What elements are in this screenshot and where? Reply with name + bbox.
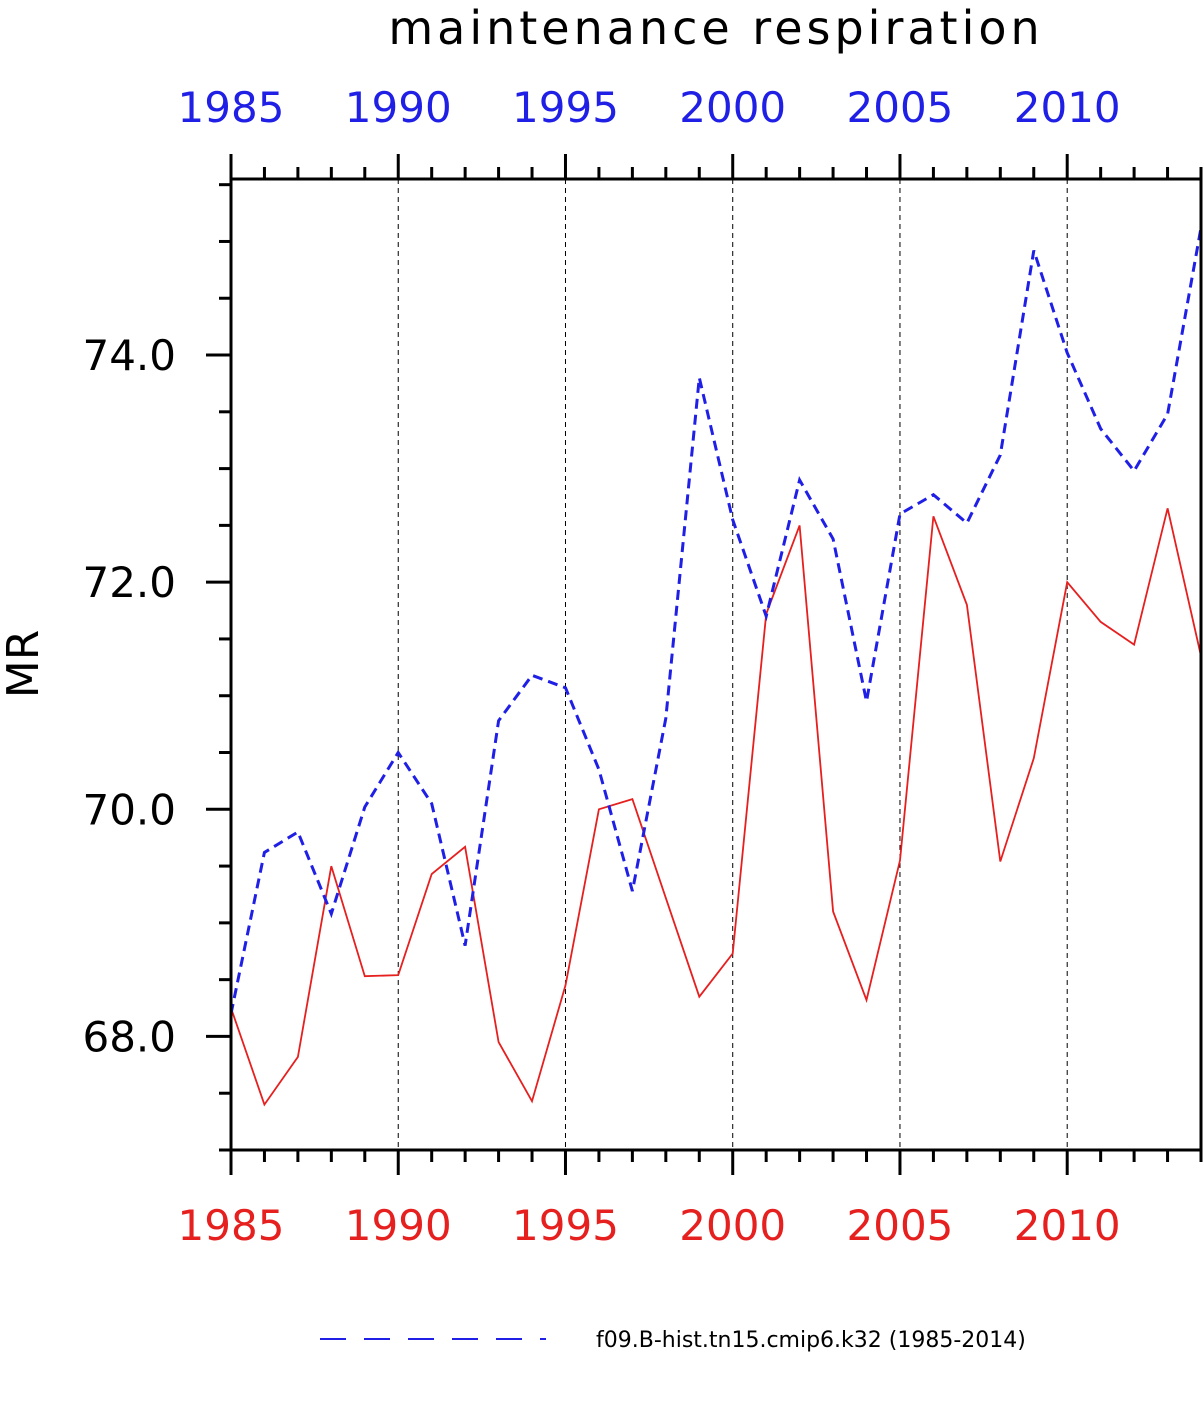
bottom-tick-label-2005: 2005 [847, 1201, 954, 1250]
top-tick-label-2010: 2010 [1014, 83, 1121, 132]
series-lines [231, 227, 1201, 1107]
legend-label-0: f09.B-hist.tn15.cmip6.k32 (1985-2014) [596, 1328, 1026, 1353]
legend: f09.B-hist.tn15.cmip6.k32 (1985-2014)f09… [320, 1328, 1026, 1353]
plot-frame [229, 177, 1203, 1152]
axis-ticks [206, 154, 1203, 1175]
chart-title: maintenance respiration [388, 1, 1043, 55]
bottom-tick-label-1990: 1990 [345, 1201, 452, 1250]
y-tick-label-72: 72.0 [82, 558, 176, 607]
top-tick-label-1990: 1990 [345, 83, 452, 132]
top-tick-label-1985: 1985 [178, 83, 285, 132]
top-tick-label-2005: 2005 [847, 83, 954, 132]
bottom-tick-label-2010: 2010 [1014, 1201, 1121, 1250]
top-tick-label-2000: 2000 [679, 83, 786, 132]
y-tick-label-74: 74.0 [82, 331, 176, 380]
y-tick-label-68: 68.0 [82, 1012, 176, 1061]
y-axis-label: MR [0, 630, 49, 699]
bottom-tick-label-1985: 1985 [178, 1201, 285, 1250]
bottom-tick-label-1995: 1995 [512, 1201, 619, 1250]
bottom-tick-label-2000: 2000 [679, 1201, 786, 1250]
tick-labels: 1985 1985 1990 1990 1995 1995 2000 2000 2005 2005… [82, 83, 1120, 1250]
y-tick-label-70: 70.0 [82, 785, 176, 834]
series-line-1 [231, 508, 1201, 1107]
top-tick-label-1995: 1995 [512, 83, 619, 132]
grid-lines [397, 179, 1068, 1150]
series-line-0 [231, 227, 1201, 1015]
